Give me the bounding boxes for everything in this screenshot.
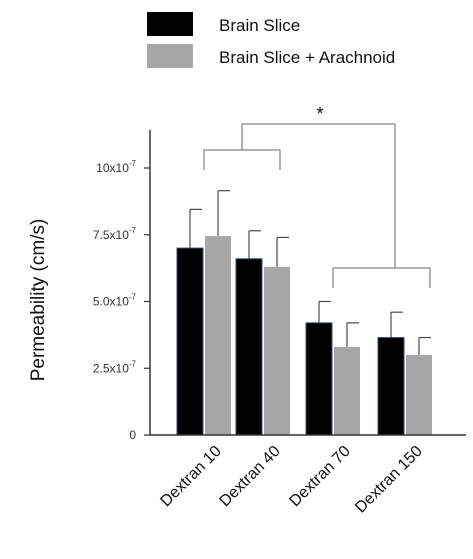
legend-swatch xyxy=(147,44,193,68)
bar xyxy=(236,259,262,435)
y-tick-base: 0 xyxy=(129,428,136,442)
bar xyxy=(334,347,360,435)
y-tick-label: 2.5x10-7 xyxy=(93,359,137,375)
bar xyxy=(264,267,290,435)
y-tick-label: 5.0x10-7 xyxy=(93,293,137,309)
bar xyxy=(205,236,231,435)
category-label: Dextran 70 xyxy=(286,443,353,510)
y-tick-base: 10x10 xyxy=(96,161,129,175)
category-label: Dextran 10 xyxy=(157,443,224,510)
y-tick-base: 7.5x10 xyxy=(93,228,129,242)
y-tick-exponent: -7 xyxy=(129,293,137,302)
y-axis-title: Permeability (cm/s) xyxy=(28,219,49,382)
y-tick-label: 0 xyxy=(129,428,136,442)
legend: Brain Slice Brain Slice + Arachnoid xyxy=(147,12,395,68)
bracket-left xyxy=(204,150,280,170)
y-tick-base: 5.0x10 xyxy=(93,295,129,309)
bar xyxy=(378,338,404,435)
y-tick-label: 10x10-7 xyxy=(96,159,136,175)
legend-label: Brain Slice + Arachnoid xyxy=(219,48,395,67)
y-tick-exponent: -7 xyxy=(129,226,137,235)
category-label: Dextran 40 xyxy=(216,443,283,510)
y-tick-label: 7.5x10-7 xyxy=(93,226,137,242)
y-tick-exponent: -7 xyxy=(129,159,137,168)
y-tick-exponent: -7 xyxy=(129,359,137,368)
bar xyxy=(177,248,203,435)
bracket-top xyxy=(242,124,395,268)
bracket-right xyxy=(333,268,430,288)
bars xyxy=(177,191,432,435)
category-label: Dextran 150 xyxy=(352,443,426,517)
legend-label: Brain Slice xyxy=(219,16,300,35)
bar xyxy=(306,323,332,435)
legend-swatch xyxy=(147,12,193,36)
bar xyxy=(406,355,432,435)
significance-star: * xyxy=(316,104,323,124)
y-tick-base: 2.5x10 xyxy=(93,361,129,375)
